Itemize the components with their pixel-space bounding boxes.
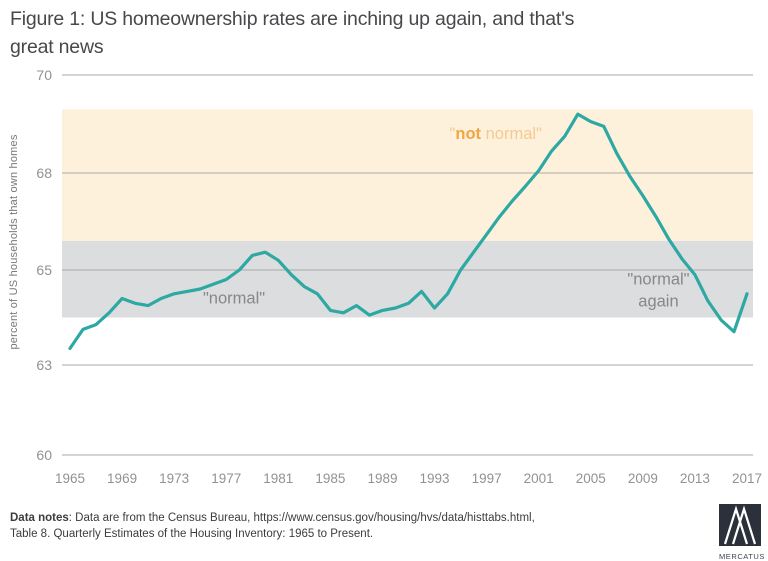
y-tick-65: 65 xyxy=(36,262,52,278)
x-tick-2005: 2005 xyxy=(576,471,606,486)
homeownership-rate-line xyxy=(68,112,749,350)
x-tick-1969: 1969 xyxy=(107,471,137,486)
x-tick-1989: 1989 xyxy=(367,471,397,486)
data-notes-label: Data notes xyxy=(10,512,69,524)
mercatus-logo: MERCATUS xyxy=(719,504,765,561)
y-tick-68: 68 xyxy=(36,165,52,181)
figure-title: Figure 1: US homeownership rates are inc… xyxy=(10,5,710,61)
mercatus-logo-icon xyxy=(719,504,761,546)
normal-again-label: "normal" xyxy=(627,271,689,289)
y-axis-title: percent of US households that own homes xyxy=(8,134,20,350)
not-normal-label: "not normal" xyxy=(450,125,543,143)
x-tick-1977: 1977 xyxy=(211,471,241,486)
y-tick-labels: 70 68 65 63 60 xyxy=(36,67,52,463)
x-tick-1981: 1981 xyxy=(263,471,293,486)
normal-label: "normal" xyxy=(203,290,265,308)
x-tick-2017: 2017 xyxy=(732,471,762,486)
y-tick-60: 60 xyxy=(36,447,52,463)
figure-title-line-2: great news xyxy=(10,36,104,58)
band-not-normal xyxy=(62,109,753,241)
gridlines xyxy=(62,74,753,456)
x-tick-2009: 2009 xyxy=(628,471,658,486)
x-tick-2001: 2001 xyxy=(524,471,554,486)
data-notes-text: : Data are from the Census Bureau, https… xyxy=(68,512,535,524)
y-tick-63: 63 xyxy=(36,357,52,373)
mercatus-logo-text: MERCATUS xyxy=(719,552,765,561)
bands xyxy=(62,109,753,318)
x-tick-1973: 1973 xyxy=(159,471,189,486)
x-tick-2013: 2013 xyxy=(680,471,710,486)
x-tick-labels: 1965 1969 1973 1977 1981 1985 1989 1993 1997 2001… xyxy=(55,471,762,486)
x-tick-1993: 1993 xyxy=(420,471,450,486)
annotations: "normal" "not normal" "normal" again xyxy=(203,125,690,311)
data-notes: Data notes: Data are from the Census Bur… xyxy=(10,511,650,542)
normal-again-label: again xyxy=(638,293,678,311)
x-tick-1965: 1965 xyxy=(55,471,85,486)
x-tick-1985: 1985 xyxy=(315,471,345,486)
y-tick-70: 70 xyxy=(36,67,52,83)
data-notes-line-2: Table 8. Quarterly Estimates of the Hous… xyxy=(10,527,374,540)
figure-title-line-1: Figure 1: US homeownership rates are inc… xyxy=(10,8,575,30)
x-tick-1997: 1997 xyxy=(472,471,502,486)
